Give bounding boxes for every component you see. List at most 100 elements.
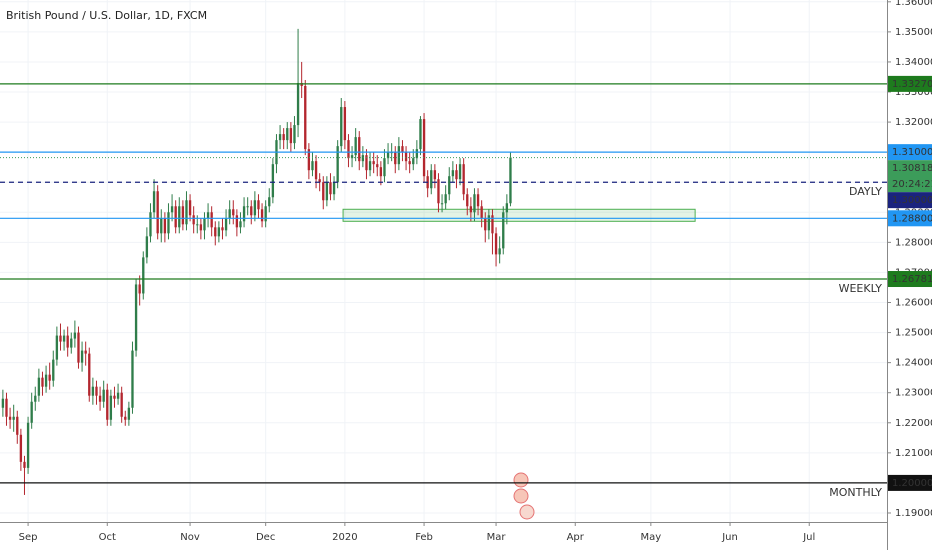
candle-body	[394, 152, 397, 165]
y-tick-label: 1.33000	[895, 87, 932, 98]
candle-body	[296, 82, 300, 126]
y-tick-label: 1.36000	[895, 0, 932, 8]
zone	[342, 208, 696, 222]
candle-body	[217, 227, 221, 237]
candle-body	[23, 461, 26, 468]
candle-body	[185, 200, 188, 225]
x-tick-label: May	[641, 532, 662, 543]
candle-body	[203, 218, 206, 231]
countdown: 20:24:21	[892, 179, 932, 190]
y-tick-label: 1.35000	[895, 27, 932, 38]
candle-body	[282, 134, 285, 141]
candle-body	[509, 157, 512, 204]
x-tick-label: Mar	[487, 532, 507, 543]
candle-body	[174, 206, 177, 228]
price-label: 1.33270	[892, 79, 932, 90]
x-tick-label: Sep	[19, 532, 38, 543]
candle-body	[214, 227, 217, 237]
y-tick-label: 1.19000	[895, 508, 932, 519]
candle-body	[149, 212, 152, 237]
candle-body	[404, 152, 408, 162]
price-label-box	[888, 474, 932, 491]
candle-body	[487, 215, 491, 231]
candle-body	[347, 140, 350, 159]
candle-body	[455, 170, 458, 180]
candle-body	[448, 176, 451, 195]
candle-body	[289, 128, 293, 144]
candle-body	[221, 227, 224, 231]
price-label: 1.31000	[892, 147, 932, 158]
candle-body	[196, 224, 199, 226]
candle-body	[142, 257, 145, 294]
candle-body	[116, 392, 120, 399]
candle-body	[188, 200, 192, 216]
candle-body	[41, 377, 44, 387]
y-tick-label: 1.26000	[895, 297, 932, 308]
level-tag: MONTHLY	[829, 486, 882, 499]
y-tick-label: 1.22000	[895, 418, 932, 429]
candle-body	[235, 215, 239, 228]
candle-body	[383, 158, 386, 177]
y-tick-label: 1.28000	[895, 237, 932, 248]
candle-body	[199, 224, 203, 231]
price-label: 1.30818	[892, 163, 932, 174]
candle-body	[462, 164, 465, 195]
candle-body	[278, 134, 282, 141]
candle-body	[250, 206, 253, 216]
candle-body	[224, 218, 228, 231]
price-label-box	[888, 210, 932, 227]
candle-body	[77, 332, 80, 363]
x-tick-label: Oct	[99, 532, 116, 543]
candle-body	[415, 149, 419, 159]
candle-body	[66, 335, 69, 348]
x-tick-label: Nov	[180, 532, 200, 543]
candle-body	[55, 335, 59, 360]
candle-body	[246, 206, 249, 208]
candle-body	[343, 107, 347, 141]
candle-body	[505, 203, 509, 213]
candle-body	[494, 233, 498, 255]
candle-body	[340, 107, 343, 147]
x-tick-label: Apr	[567, 532, 585, 543]
candle-body	[451, 170, 455, 177]
candle-body	[358, 137, 361, 162]
x-tick-label: Feb	[415, 532, 433, 543]
candle-body	[325, 182, 329, 201]
level-tag: WEEKLY	[839, 282, 883, 295]
candle-body	[44, 374, 48, 387]
candle-body	[466, 194, 469, 207]
candle-body	[138, 284, 141, 294]
candle-body	[307, 149, 311, 171]
candle-body	[84, 350, 87, 354]
candle-body	[318, 179, 321, 183]
candle-body	[242, 206, 246, 222]
event-icon	[513, 488, 529, 504]
candle-body	[145, 236, 149, 258]
candle-body	[232, 209, 235, 216]
candle-body	[34, 395, 37, 402]
level-tag: DAYLY	[849, 185, 882, 198]
candle-body	[127, 407, 131, 420]
candle-body	[239, 221, 242, 228]
candle-body	[181, 206, 185, 225]
x-tick-label: 2020	[332, 532, 357, 543]
chart-title: British Pound / U.S. Dollar, 1D, FXCM	[6, 9, 207, 22]
price-label: 1.30000	[892, 195, 932, 206]
candle-body	[437, 179, 440, 204]
candle-body	[170, 206, 174, 213]
candle-body	[26, 422, 30, 468]
candle-body	[106, 389, 109, 420]
x-tick-label: Jul	[802, 532, 815, 543]
candle-body	[304, 85, 307, 150]
x-tick-label: Dec	[256, 532, 275, 543]
price-label-box	[888, 144, 932, 161]
candle-body	[156, 191, 159, 234]
candle-body	[372, 161, 375, 165]
candle-body	[113, 395, 116, 399]
candle-body	[120, 392, 123, 417]
candle-body	[160, 218, 163, 234]
candle-body	[354, 137, 357, 156]
candle-body	[376, 164, 379, 168]
